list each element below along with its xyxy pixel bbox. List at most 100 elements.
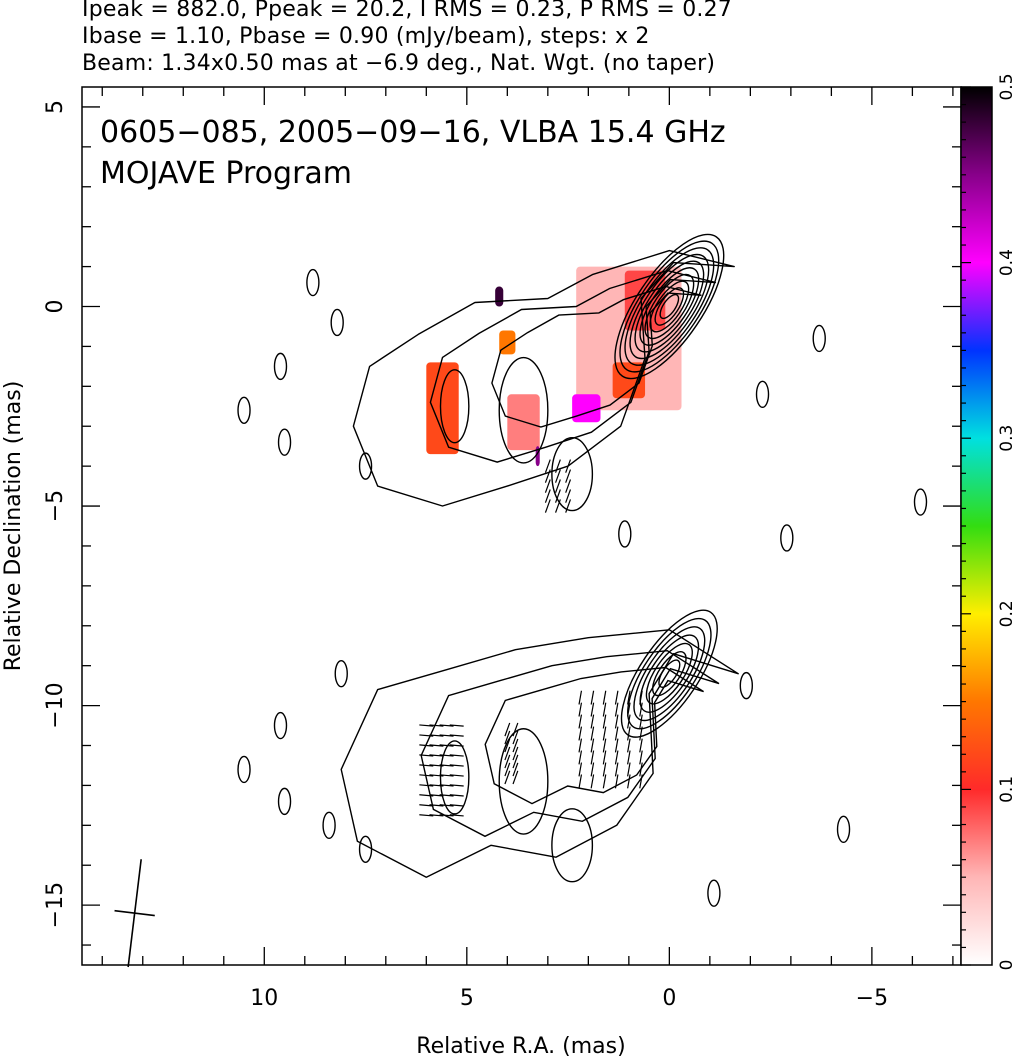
evpa-vector bbox=[578, 750, 583, 765]
x-tick-label: 0 bbox=[662, 986, 676, 1011]
core-contour bbox=[619, 240, 720, 373]
inner-jet-contour bbox=[484, 666, 704, 805]
evpa-vector bbox=[504, 754, 511, 769]
evpa-vector bbox=[602, 750, 607, 765]
inner-jet-contour bbox=[420, 649, 720, 838]
evpa-vector bbox=[504, 770, 511, 785]
fracpol-patch bbox=[572, 394, 601, 423]
fracpol-patch bbox=[426, 362, 459, 455]
evpa-vector bbox=[578, 690, 583, 705]
beam-minor-axis bbox=[114, 909, 155, 917]
evpa-vector bbox=[419, 734, 434, 737]
evpa-vector bbox=[429, 754, 444, 757]
header-line-1: Ipeak = 882.0, Ppeak = 20.2, I RMS = 0.2… bbox=[82, 0, 732, 22]
core-contour bbox=[659, 293, 680, 320]
evpa-vector bbox=[554, 469, 561, 483]
evpa-vector bbox=[544, 459, 551, 473]
noise-contour bbox=[237, 396, 251, 424]
noise-contour bbox=[913, 488, 928, 516]
colorbar-tick-label: 0.5 bbox=[997, 73, 1017, 100]
evpa-vector bbox=[614, 690, 619, 705]
evpa-vector bbox=[419, 774, 434, 777]
evpa-vector bbox=[512, 722, 519, 737]
evpa-vector bbox=[639, 750, 643, 765]
evpa-vector bbox=[512, 738, 519, 753]
evpa-vector bbox=[565, 469, 572, 483]
evpa-vector bbox=[578, 714, 583, 729]
evpa-vector bbox=[590, 762, 595, 777]
evpa-vector bbox=[590, 750, 595, 765]
evpa-vector bbox=[429, 734, 444, 737]
evpa-vector bbox=[504, 746, 511, 761]
knot-contour bbox=[498, 356, 549, 464]
evpa-vector bbox=[565, 489, 572, 503]
evpa-vector bbox=[639, 738, 643, 753]
y-tick-label: −10 bbox=[43, 682, 68, 728]
core-contour bbox=[658, 659, 681, 688]
evpa-vector bbox=[512, 746, 519, 761]
evpa-vector bbox=[419, 754, 434, 757]
evpa-vector bbox=[512, 730, 519, 745]
evpa-vector bbox=[590, 702, 595, 717]
evpa-vector bbox=[565, 479, 572, 493]
evpa-vector bbox=[449, 724, 464, 727]
evpa-vector bbox=[439, 764, 454, 767]
core-contour bbox=[645, 642, 693, 705]
evpa-vector bbox=[504, 730, 511, 745]
colorbar-tick-label: 0.2 bbox=[997, 600, 1017, 627]
evpa-vector bbox=[627, 690, 631, 705]
x-tick-label: 5 bbox=[460, 986, 474, 1011]
evpa-vector bbox=[419, 804, 434, 807]
noise-contour bbox=[273, 711, 288, 740]
knot-contour bbox=[551, 436, 594, 512]
evpa-vector bbox=[602, 774, 607, 789]
noise-contour bbox=[277, 787, 292, 816]
noise-contour bbox=[780, 524, 794, 552]
evpa-vector bbox=[439, 754, 454, 757]
evpa-vector bbox=[554, 499, 561, 513]
evpa-vector bbox=[578, 726, 583, 741]
evpa-vector bbox=[429, 804, 444, 807]
evpa-vector bbox=[639, 774, 643, 789]
annotation-program: MOJAVE Program bbox=[100, 156, 352, 191]
evpa-vector bbox=[639, 702, 643, 717]
noise-contour bbox=[812, 324, 826, 353]
evpa-vector bbox=[627, 702, 631, 717]
inner-jet-contour bbox=[491, 285, 702, 428]
evpa-vector bbox=[590, 738, 595, 753]
outer-jet-contour bbox=[352, 249, 735, 507]
core-contour bbox=[634, 260, 705, 353]
evpa-vector bbox=[439, 734, 454, 737]
noise-contour bbox=[739, 671, 754, 700]
evpa-vector bbox=[554, 479, 561, 493]
noise-contour bbox=[334, 659, 348, 688]
evpa-vector bbox=[512, 762, 519, 777]
evpa-vector bbox=[639, 726, 643, 741]
y-tick-label: −5 bbox=[43, 490, 68, 522]
y-tick-label: 5 bbox=[43, 100, 68, 114]
evpa-vector bbox=[504, 762, 511, 777]
evpa-vector bbox=[544, 469, 551, 483]
evpa-vector bbox=[627, 726, 631, 741]
evpa-vector bbox=[602, 726, 607, 741]
evpa-vector bbox=[544, 499, 551, 513]
core-contour bbox=[639, 634, 700, 713]
inner-jet-contour bbox=[429, 269, 717, 463]
axis-ticks bbox=[82, 87, 961, 965]
knot-contour bbox=[498, 728, 549, 835]
evpa-vector bbox=[429, 784, 444, 787]
evpa-vector bbox=[429, 794, 444, 797]
core-contour bbox=[633, 626, 706, 722]
evpa-vector bbox=[578, 774, 583, 789]
evpa-vector bbox=[627, 714, 631, 729]
evpa-vector bbox=[449, 764, 464, 767]
fracpol-patch bbox=[495, 286, 504, 307]
knot-contour bbox=[439, 369, 470, 444]
noise-contour bbox=[273, 352, 288, 381]
evpa-vector bbox=[578, 738, 583, 753]
evpa-vector bbox=[429, 744, 444, 747]
colorbar-ticks bbox=[961, 86, 971, 966]
evpa-vector bbox=[639, 690, 643, 705]
noise-contour bbox=[755, 380, 770, 408]
noise-contour bbox=[306, 268, 320, 297]
